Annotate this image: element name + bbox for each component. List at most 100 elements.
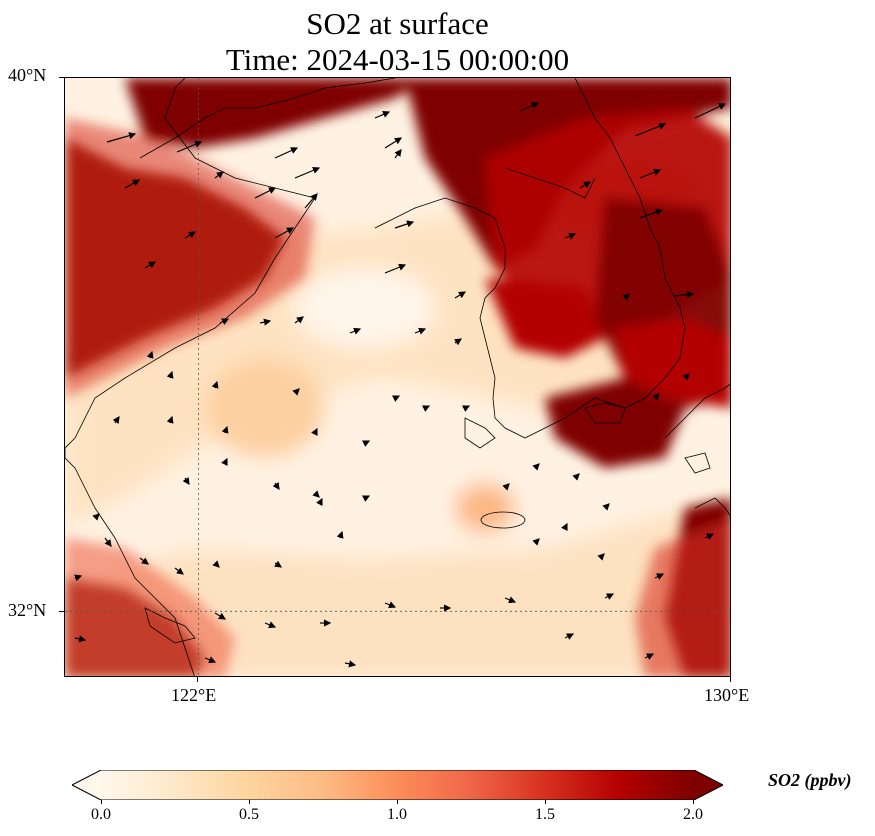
wind-arrow bbox=[519, 102, 540, 112]
wind-arrow bbox=[212, 560, 220, 568]
lat-tick-40n: 40°N bbox=[8, 65, 47, 85]
ytick-32n bbox=[59, 611, 64, 612]
so2-map[interactable] bbox=[64, 77, 731, 677]
wind-arrow bbox=[274, 147, 299, 159]
south-band bbox=[65, 498, 730, 676]
wind-arrow bbox=[564, 232, 577, 240]
cb-tick-1 bbox=[397, 800, 398, 804]
wind-arrow bbox=[74, 574, 83, 582]
wind-arrow bbox=[362, 440, 371, 447]
wind-arrow bbox=[144, 261, 157, 269]
wind-arrow bbox=[174, 567, 184, 575]
wind-arrow bbox=[254, 187, 277, 199]
colorbar-gradient bbox=[101, 770, 694, 800]
colorbar-extend-high bbox=[694, 770, 723, 800]
wind-arrow bbox=[272, 482, 280, 490]
wind-arrow bbox=[462, 405, 471, 412]
cb-tick-15 bbox=[545, 800, 546, 804]
cb-label-15: 1.5 bbox=[535, 806, 555, 823]
wind-arrow bbox=[654, 573, 665, 580]
wind-arrow bbox=[219, 318, 230, 325]
wind-arrow bbox=[214, 171, 224, 179]
ytick-40n bbox=[59, 77, 64, 78]
colorbar bbox=[72, 770, 723, 800]
wind-arrow bbox=[362, 495, 371, 502]
cb-label-1: 1.0 bbox=[387, 806, 407, 823]
wind-arrow bbox=[311, 427, 318, 436]
wind-arrow bbox=[394, 149, 402, 159]
wind-arrow bbox=[74, 635, 87, 643]
wind-arrow bbox=[561, 522, 568, 531]
xtick-122e bbox=[197, 677, 198, 682]
wind-arrow bbox=[106, 132, 137, 143]
wind-arrow bbox=[304, 193, 318, 209]
wind-arrow bbox=[204, 656, 217, 664]
lon-tick-122e: 122°E bbox=[171, 685, 217, 705]
wind-arrow bbox=[274, 227, 295, 239]
coastline-korea bbox=[374, 78, 686, 439]
map-title: SO2 at surface bbox=[306, 6, 489, 41]
wind-arrow bbox=[602, 503, 610, 511]
xtick-130e bbox=[730, 677, 731, 682]
wind-arrow bbox=[292, 388, 300, 396]
wind-arrow bbox=[639, 208, 664, 219]
wind-arrow bbox=[294, 316, 304, 324]
wind-arrow bbox=[221, 457, 228, 466]
wind-arrow bbox=[694, 103, 727, 119]
wind-arrow bbox=[92, 513, 100, 521]
wind-arrow bbox=[502, 483, 510, 491]
wind-arrow bbox=[414, 327, 427, 335]
wind-arrow bbox=[392, 395, 401, 402]
wind-arrow bbox=[504, 596, 517, 604]
wind-arrow bbox=[336, 530, 344, 539]
lat-tick-32n: 32°N bbox=[8, 600, 47, 620]
wind-arrow bbox=[211, 380, 219, 389]
wind-arrow bbox=[652, 393, 660, 401]
wind-arrow bbox=[532, 538, 540, 546]
cb-label-2: 2.0 bbox=[683, 806, 703, 823]
wind-arrow bbox=[182, 477, 190, 485]
wind-arrow bbox=[344, 660, 357, 668]
hotspot-north bbox=[125, 78, 425, 148]
wind-arrow bbox=[166, 370, 174, 379]
colorbar-title: SO2 (ppbv) bbox=[768, 770, 852, 790]
wind-arrow bbox=[104, 537, 112, 547]
wind-vectors bbox=[74, 102, 727, 668]
wind-arrow bbox=[597, 553, 605, 561]
wind-arrow bbox=[176, 140, 203, 153]
wind-arrow bbox=[422, 405, 431, 412]
wind-arrow bbox=[139, 557, 149, 565]
wind-arrow bbox=[644, 653, 655, 660]
wind-arrow bbox=[316, 497, 323, 506]
wind-arrow bbox=[124, 179, 141, 189]
wind-arrow bbox=[674, 291, 695, 299]
gridlines bbox=[65, 78, 730, 676]
wind-arrow bbox=[221, 425, 229, 434]
wind-arrow bbox=[634, 122, 667, 137]
coastline-japan bbox=[664, 383, 730, 439]
wind-arrow bbox=[532, 463, 540, 471]
wind-arrow bbox=[374, 111, 391, 119]
wind-arrow bbox=[579, 181, 592, 189]
cb-tick-2 bbox=[693, 800, 694, 804]
cb-label-0: 0.0 bbox=[91, 806, 111, 823]
wind-arrow bbox=[604, 593, 615, 600]
map-canvas bbox=[65, 78, 730, 676]
coastlines bbox=[65, 78, 730, 676]
wind-arrow bbox=[384, 263, 407, 274]
lon-tick-130e: 130°E bbox=[704, 685, 750, 705]
wind-arrow bbox=[112, 416, 120, 424]
cb-tick-0 bbox=[101, 800, 102, 804]
jeju-island bbox=[480, 511, 526, 529]
coastline-china bbox=[65, 78, 316, 449]
cb-label-05: 0.5 bbox=[239, 806, 259, 823]
wind-arrow bbox=[294, 166, 321, 179]
wind-arrow bbox=[259, 318, 272, 326]
wind-arrow bbox=[264, 621, 277, 629]
cb-tick-05 bbox=[249, 800, 250, 804]
wind-arrow bbox=[622, 293, 630, 301]
wind-arrow bbox=[384, 137, 403, 149]
wind-arrow bbox=[184, 231, 197, 239]
wind-arrow bbox=[274, 560, 282, 568]
map-time: Time: 2024-03-15 00:00:00 bbox=[225, 42, 570, 77]
